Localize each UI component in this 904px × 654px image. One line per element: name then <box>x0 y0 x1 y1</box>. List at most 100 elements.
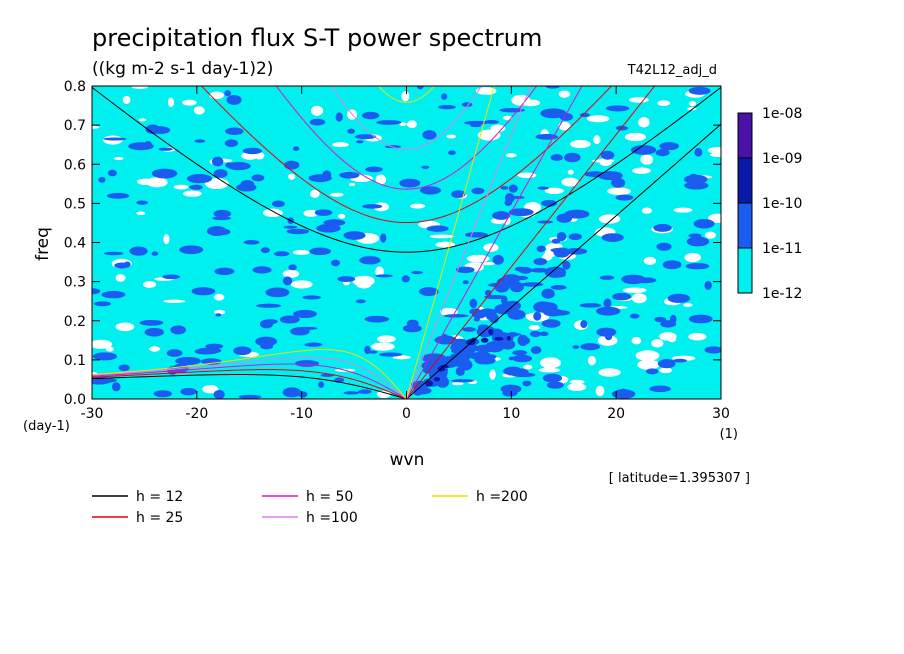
field-patch <box>279 315 300 324</box>
field-patch <box>635 350 660 361</box>
field-patch <box>129 246 148 256</box>
field-patch <box>347 128 355 134</box>
field-patch <box>537 220 554 224</box>
field-patch <box>615 194 634 201</box>
field-patch <box>514 275 529 281</box>
field-patch <box>354 134 377 140</box>
field-patch <box>105 346 114 352</box>
field-patch <box>114 156 124 161</box>
field-patch <box>529 330 541 338</box>
field-patch <box>287 173 296 180</box>
field-patch <box>484 294 506 300</box>
colorbar-label: 1e-08 <box>762 106 802 122</box>
field-patch <box>401 91 410 102</box>
field-patch <box>514 266 527 272</box>
field-patch <box>561 177 579 187</box>
field-patch <box>211 156 224 167</box>
field-patch <box>580 343 601 351</box>
field-patch <box>641 207 653 214</box>
field-patch <box>283 160 300 170</box>
field-patch <box>481 262 496 266</box>
field-patch <box>688 101 697 107</box>
field-patch <box>256 303 282 308</box>
legend-label: h =200 <box>476 489 528 505</box>
field-patch <box>194 139 206 143</box>
field-patch <box>362 204 383 209</box>
field-patch <box>688 233 702 238</box>
field-patch <box>191 287 216 296</box>
field-patch <box>546 381 564 389</box>
field-patch <box>596 306 621 316</box>
field-patch <box>294 360 319 367</box>
field-patch <box>544 187 564 195</box>
field-patch <box>660 320 677 328</box>
rossby-curve <box>92 374 407 399</box>
field-patch <box>598 214 621 224</box>
field-patch <box>452 382 464 386</box>
field-patch <box>167 97 174 108</box>
field-patch <box>359 256 381 265</box>
field-patch <box>551 238 561 244</box>
field-patch <box>339 171 360 179</box>
field-patch <box>368 350 378 354</box>
field-patch <box>508 208 534 217</box>
field-patch <box>441 93 448 100</box>
field-patch <box>212 216 232 221</box>
field-patch <box>507 331 518 338</box>
field-patch <box>139 319 164 326</box>
field-patch <box>93 301 111 307</box>
field-patch <box>478 308 497 317</box>
field-patch <box>122 95 131 104</box>
field-patch <box>166 349 183 357</box>
field-patch <box>115 274 126 282</box>
field-patch <box>631 293 647 304</box>
field-patch <box>356 140 364 144</box>
field-patch <box>98 176 106 183</box>
legend-label: h = 25 <box>136 510 183 526</box>
field-patch <box>659 367 672 374</box>
field-patch <box>450 379 475 383</box>
field-patch <box>316 223 341 233</box>
field-patch <box>649 385 671 393</box>
field-patch <box>685 262 710 270</box>
field-patch <box>252 266 272 274</box>
field-patch <box>104 251 124 256</box>
field-patch <box>425 380 433 387</box>
field-patch <box>214 293 225 301</box>
field-patch <box>502 390 518 397</box>
field-patch <box>106 192 130 199</box>
field-patch <box>539 357 562 369</box>
field-patch <box>332 142 349 148</box>
legend-label: h =100 <box>306 510 358 526</box>
field-patch <box>630 145 657 155</box>
field-patch <box>494 303 513 315</box>
y-tick-label: 0.4 <box>64 236 86 252</box>
field-patch <box>599 275 615 280</box>
field-patch <box>213 389 225 399</box>
field-patch <box>598 368 621 377</box>
field-patch <box>475 87 497 95</box>
field-patch <box>153 390 173 398</box>
field-patch <box>528 325 541 331</box>
field-patch <box>399 122 407 126</box>
field-patch <box>657 358 676 369</box>
field-patch <box>611 177 626 188</box>
field-patch <box>379 352 403 357</box>
field-patch <box>330 192 344 197</box>
field-patch <box>504 199 513 207</box>
field-patch <box>672 358 687 363</box>
x-tick-label: -20 <box>185 406 208 422</box>
field-patch <box>492 254 504 265</box>
field-patch <box>533 311 542 321</box>
field-patch <box>302 295 322 300</box>
chart-subtitle: ((kg m-2 s-1 day-1)2) <box>92 59 273 79</box>
field-patch <box>255 336 278 347</box>
field-patch <box>645 368 659 375</box>
field-patch <box>292 249 310 255</box>
field-patch <box>418 287 439 296</box>
field-patch <box>410 203 426 209</box>
field-patch <box>522 380 532 387</box>
field-patch <box>595 385 605 397</box>
field-patch <box>138 118 147 122</box>
field-patch <box>640 154 654 165</box>
